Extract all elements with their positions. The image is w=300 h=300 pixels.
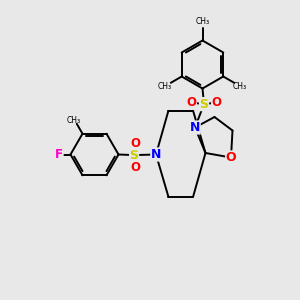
Text: O: O [212,96,222,109]
Text: O: O [226,151,236,164]
Text: CH₃: CH₃ [66,116,81,125]
Text: S: S [200,98,208,111]
Text: F: F [55,148,63,161]
Text: CH₃: CH₃ [158,82,172,91]
Text: O: O [186,96,197,109]
Text: CH₃: CH₃ [233,82,247,91]
Text: CH₃: CH₃ [195,16,210,26]
Text: O: O [130,160,140,174]
Text: S: S [130,148,139,162]
Text: N: N [151,148,161,161]
Text: O: O [130,136,140,150]
Text: N: N [190,121,200,134]
